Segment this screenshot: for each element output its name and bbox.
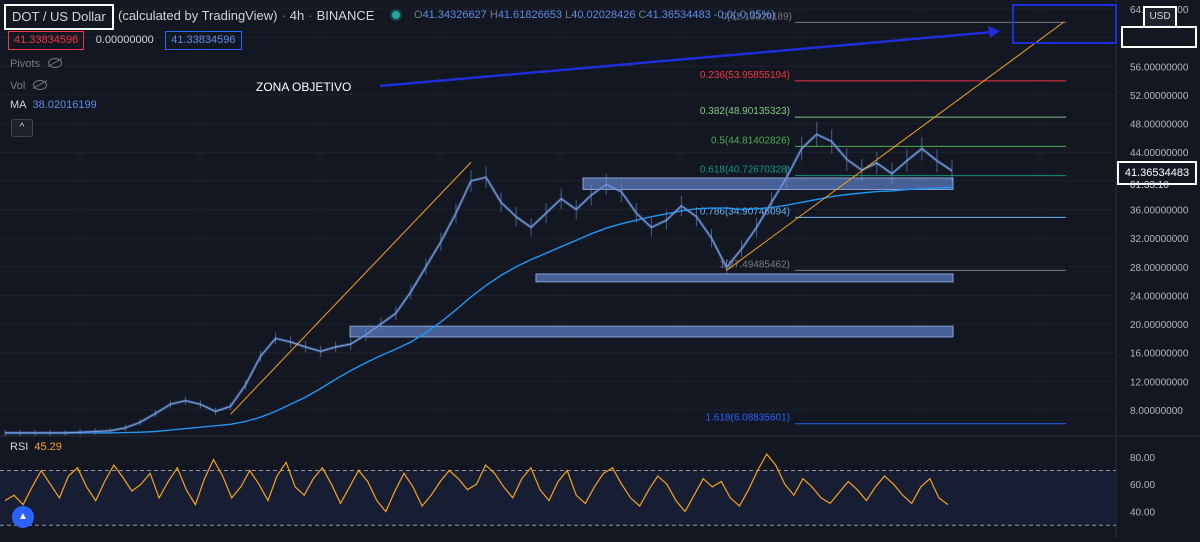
price-line	[5, 133, 953, 434]
fib-level-label: 0.618(40.72670328)	[700, 165, 790, 176]
moving-average	[5, 186, 953, 434]
rsi-value: 45.29	[34, 441, 62, 453]
buy-price[interactable]: 41.33834596	[165, 31, 242, 50]
rsi-scale-label: 60.00	[1130, 480, 1155, 491]
target-zone-box	[1012, 4, 1117, 44]
bar-countdown: 01:33:10	[1130, 180, 1169, 191]
fib-level-label: 1(27.49485462)	[719, 259, 790, 270]
currency-button[interactable]: USD	[1143, 6, 1177, 28]
rsi-scale-label: 80.00	[1130, 453, 1155, 464]
price-scale: 64.0000000060.0000000056.0000000052.0000…	[1130, 5, 1189, 417]
fib-level-label: 1.618(6.08835601)	[705, 413, 790, 424]
fib-retracement: 0(62.13320189) 0.236(53.95855194) 0.382(48…	[700, 11, 1066, 425]
support-zone	[582, 177, 954, 190]
fib-level-label: 0.382(48.90135323)	[700, 106, 790, 117]
highlighted-price-label	[1121, 26, 1197, 48]
fib-level-label: 0(62.13320189)	[721, 11, 792, 22]
spread-value: 0.00000000	[95, 34, 154, 46]
support-zones	[349, 177, 954, 338]
symbol-description: (calculated by TradingView) · 4h · BINANCE	[118, 8, 375, 23]
rsi-scale-label: 40.00	[1130, 508, 1155, 519]
price-scale-label: 48.00000000	[1130, 120, 1189, 131]
price-scale-label: 44.00000000	[1130, 148, 1189, 159]
open-value: 41.34326627	[422, 9, 487, 21]
low-value: 40.02028426	[571, 9, 636, 21]
pivots-indicator[interactable]: Pivots	[10, 57, 62, 70]
price-scale-label: 36.00000000	[1130, 206, 1189, 217]
high-value: 41.61826653	[497, 9, 563, 21]
target-arrow-head	[988, 26, 1000, 38]
rsi-band	[0, 470, 1116, 526]
ma-line	[5, 186, 953, 434]
tradingview-logo-icon[interactable]: ▲	[12, 506, 34, 528]
collapse-legend-button[interactable]: ^	[11, 119, 33, 137]
price-scale-label: 16.00000000	[1130, 349, 1189, 360]
rsi-line	[4, 453, 949, 513]
interval-label[interactable]: 4h	[289, 8, 305, 23]
fib-level-label: 0.5(44.81402826)	[711, 135, 790, 146]
rsi-legend[interactable]: RSI 45.29	[10, 441, 62, 453]
symbol-title[interactable]: DOT / US Dollar	[4, 4, 114, 30]
ma-value: 38.02016199	[32, 99, 97, 111]
ohlc-values: O41.34326627 H41.61826653 L40.02028426 C…	[414, 9, 775, 21]
price-series	[4, 122, 953, 436]
target-zone-label: ZONA OBJETIVO	[256, 80, 352, 94]
price-scale-label: 32.00000000	[1130, 234, 1189, 245]
target-zone-annotation	[379, 4, 1117, 88]
target-arrow-line	[379, 30, 994, 88]
change-value: -0.0(-0.05%)	[713, 9, 775, 21]
price-scale-label: 28.00000000	[1130, 263, 1189, 274]
hidden-eye-icon[interactable]	[33, 80, 48, 90]
price-scale-label: 12.00000000	[1130, 377, 1189, 388]
price-scale-label: 52.00000000	[1130, 91, 1189, 102]
hidden-eye-icon[interactable]	[47, 58, 62, 68]
price-scale-label: 8.00000000	[1130, 406, 1183, 417]
fib-level-label: 0.236(53.95855194)	[700, 70, 790, 81]
trendline	[726, 21, 1065, 271]
ma-indicator[interactable]: MA 38.02016199	[10, 99, 97, 111]
sell-price[interactable]: 41.33834596	[8, 31, 85, 50]
support-zone	[349, 325, 954, 338]
current-price-label: 41.36534483	[1117, 161, 1197, 185]
market-status-icon	[392, 11, 400, 19]
symbol-source: (calculated by TradingView)	[118, 8, 278, 23]
price-scale-label: 56.00000000	[1130, 62, 1189, 73]
vol-indicator[interactable]: Vol	[10, 79, 48, 92]
rsi-pane: 80.00 60.00 40.00	[0, 453, 1155, 526]
fib-level-label: 0.786(34.90746094)	[700, 206, 790, 217]
trendlines	[230, 21, 1065, 415]
price-scale-label: 24.00000000	[1130, 291, 1189, 302]
trendline	[230, 161, 472, 415]
support-zone	[535, 273, 954, 283]
price-scale-label: 20.00000000	[1130, 320, 1189, 331]
close-value: 41.36534483	[646, 9, 711, 21]
order-prices: 41.33834596 0.00000000 41.33834596	[8, 30, 244, 50]
exchange-label: BINANCE	[316, 8, 375, 23]
